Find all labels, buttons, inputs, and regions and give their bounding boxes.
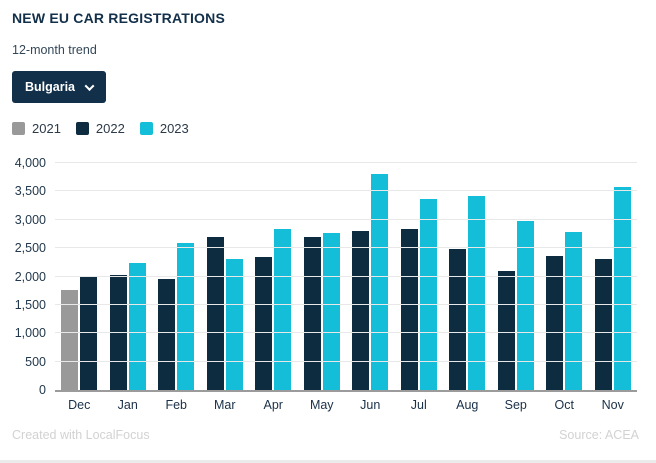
bar-2023-Sep[interactable] xyxy=(516,220,534,390)
bar-2023-Mar[interactable] xyxy=(225,258,243,390)
y-axis-tick-2,500: 2,500 xyxy=(14,241,46,256)
bar-2022-Oct[interactable] xyxy=(546,255,564,390)
chart-subtitle: 12-month trend xyxy=(12,43,97,57)
bar-2022-Apr[interactable] xyxy=(255,256,273,390)
x-axis-label-Oct: Oct xyxy=(554,398,574,412)
chart: 0 500 1,000 1,500 2,000 2,500 3,000 3,500 4,000 … xyxy=(12,156,640,412)
bar-group-Aug xyxy=(443,163,492,390)
bar-2022-Jun[interactable] xyxy=(352,230,370,390)
y-axis-tick-2,000: 2,000 xyxy=(14,269,46,284)
legend-item-2023: 2023 xyxy=(139,121,189,136)
x-axis-label-Apr: Apr xyxy=(263,398,283,412)
bar-2023-Jan[interactable] xyxy=(128,263,146,390)
bar-group-Nov xyxy=(589,163,638,390)
gridline-2,000 xyxy=(55,275,637,277)
bar-2022-May[interactable] xyxy=(303,237,321,390)
footer-source: Source: ACEA xyxy=(559,428,639,442)
bar-2023-Oct[interactable] xyxy=(565,232,583,390)
bar-groups xyxy=(55,163,637,390)
bar-2023-Apr[interactable] xyxy=(274,228,292,390)
x-axis-label-Dec: Dec xyxy=(68,398,91,412)
legend-item-2022: 2022 xyxy=(75,121,125,136)
x-axis-label-Jun: Jun xyxy=(360,398,381,412)
bar-2022-Aug[interactable] xyxy=(449,249,467,390)
x-axis-label-Jul: Jul xyxy=(410,398,427,412)
gridline-500 xyxy=(55,360,637,362)
bar-2023-Aug[interactable] xyxy=(468,195,486,390)
country-dropdown-label: Bulgaria xyxy=(25,80,76,94)
bar-2022-Jul[interactable] xyxy=(400,229,418,390)
bar-group-May xyxy=(298,163,347,390)
bar-group-Apr xyxy=(249,163,298,390)
gridline-2,500 xyxy=(55,247,637,249)
bar-group-Jun xyxy=(346,163,395,390)
bar-2023-Feb[interactable] xyxy=(177,243,195,390)
bar-2022-Sep[interactable] xyxy=(497,270,515,390)
bar-group-Sep xyxy=(492,163,541,390)
bar-2023-Jul[interactable] xyxy=(419,198,437,390)
y-axis-tick-500: 500 xyxy=(25,354,46,369)
gridline-4,000 xyxy=(55,162,637,163)
x-axis-label-Sep: Sep xyxy=(504,398,527,412)
bar-group-Oct xyxy=(540,163,589,390)
x-axis-label-Jan: Jan xyxy=(117,398,138,412)
legend-item-2021: 2021 xyxy=(12,121,61,136)
bar-2021-Dec[interactable] xyxy=(61,290,79,390)
bar-group-Dec xyxy=(55,163,104,390)
bar-2022-Mar[interactable] xyxy=(206,237,224,390)
bar-group-Mar xyxy=(201,163,250,390)
x-axis-labels: Dec Jan Feb Mar Apr May Jun Jul Aug Sep Oct Nov xyxy=(55,398,637,412)
bar-group-Feb xyxy=(152,163,201,390)
bar-2022-Nov[interactable] xyxy=(594,259,612,390)
y-axis-tick-3,000: 3,000 xyxy=(14,212,46,227)
bar-2023-Nov[interactable] xyxy=(613,187,631,390)
bar-2023-Jun[interactable] xyxy=(371,174,389,390)
x-axis-line xyxy=(55,390,637,392)
y-axis-tick-1,500: 1,500 xyxy=(14,297,46,312)
y-axis-tick-4,000: 4,000 xyxy=(14,156,46,170)
plot-area: 0 500 1,000 1,500 2,000 2,500 3,000 3,500 4,000 xyxy=(15,156,637,397)
legend-label: 2023 xyxy=(159,121,189,136)
country-dropdown[interactable]: Bulgaria xyxy=(12,71,107,103)
legend-label: 2021 xyxy=(32,121,61,136)
legend-swatch-2021 xyxy=(12,122,25,135)
bottom-divider xyxy=(0,460,656,463)
legend-label: 2022 xyxy=(95,121,125,136)
page-title: NEW EU CAR REGISTRATIONS xyxy=(12,10,225,26)
gridline-1,500 xyxy=(55,303,637,305)
y-axis-tick-3,500: 3,500 xyxy=(14,184,46,199)
x-axis-label-Feb: Feb xyxy=(165,398,188,412)
x-axis-label-May: May xyxy=(309,398,334,412)
legend-swatch-2022 xyxy=(75,122,89,135)
legend-swatch-2023 xyxy=(139,122,153,135)
chevron-down-icon xyxy=(84,80,95,91)
gridline-1,000 xyxy=(55,332,637,334)
bar-2022-Feb[interactable] xyxy=(158,279,176,390)
x-axis-label-Aug: Aug xyxy=(456,398,479,412)
bar-group-Jan xyxy=(104,163,153,390)
x-axis-label-Nov: Nov xyxy=(601,398,624,412)
gridline-3,000 xyxy=(55,218,637,220)
footer: Created with LocalFocus Source: ACEA xyxy=(12,428,639,442)
x-axis-label-Mar: Mar xyxy=(213,398,236,412)
y-axis-tick-0: 0 xyxy=(39,383,46,397)
gridline-3,500 xyxy=(55,190,637,192)
bar-2023-May[interactable] xyxy=(322,233,340,390)
legend: 2021 2022 2023 xyxy=(12,121,189,136)
y-axis-tick-1,000: 1,000 xyxy=(14,326,46,341)
footer-credit: Created with LocalFocus xyxy=(12,428,150,442)
bar-group-Jul xyxy=(395,163,444,390)
